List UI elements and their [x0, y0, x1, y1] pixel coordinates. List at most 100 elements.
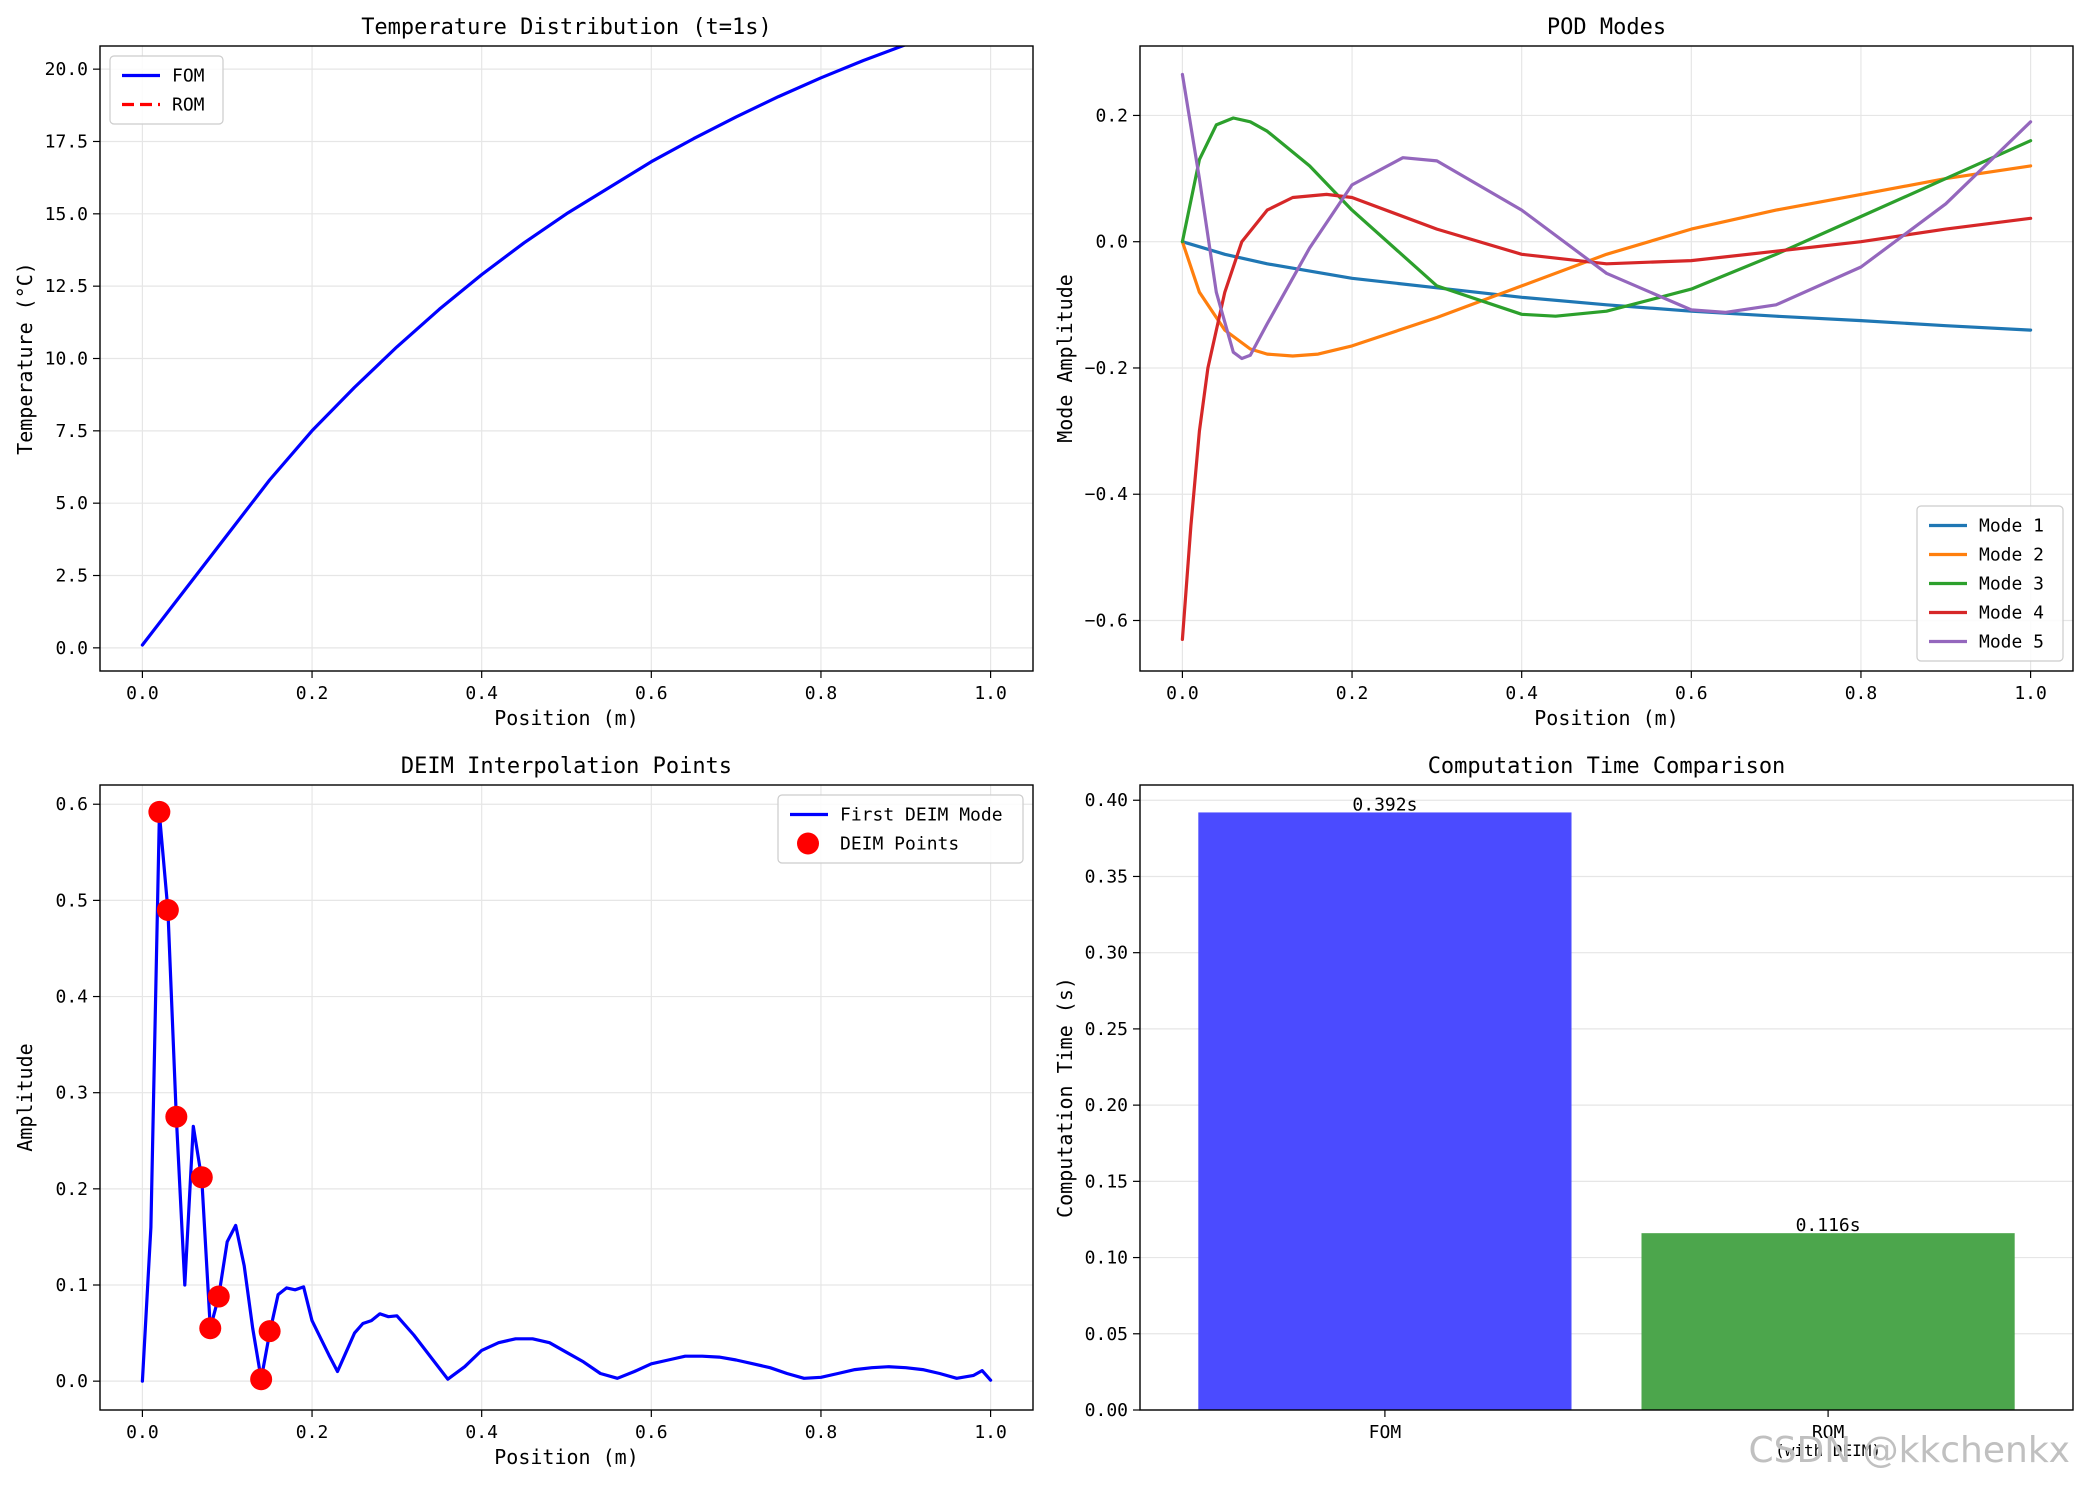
legend-label: Mode 1	[1979, 516, 2044, 537]
legend: First DEIM Mode DEIM Points	[777, 794, 1024, 864]
deim-point	[258, 1320, 281, 1343]
x-tick-label: (with DEIM)	[1775, 1441, 1881, 1460]
y-tick-label: 10.0	[45, 349, 88, 370]
y-tick-label: 0.40	[1085, 790, 1128, 811]
deim-point	[148, 800, 171, 823]
series-line-first-deim-mode	[140, 812, 993, 1383]
x-tick-label: 0.6	[1675, 683, 1708, 704]
chart-title: Temperature Distribution (t=1s)	[361, 15, 772, 40]
legend-label: ROM	[172, 95, 205, 116]
y-tick-label: 0.10	[1085, 1248, 1128, 1269]
y-tick-label: 0.20	[1085, 1095, 1128, 1116]
x-tick-label: 0.4	[1505, 683, 1538, 704]
x-tick-label: ROM	[1812, 1422, 1845, 1443]
deim-point	[207, 1285, 230, 1308]
series-line-mode-5	[1180, 72, 2033, 361]
legend-label: Mode 4	[1979, 603, 2044, 624]
series-line-fom	[140, 46, 907, 647]
plot-frame	[99, 784, 1034, 1411]
y-tick-label: −0.4	[1085, 484, 1128, 505]
y-tick-label: 0.15	[1085, 1171, 1128, 1192]
legend-label: Mode 3	[1979, 574, 2044, 595]
x-tick-label: 0.4	[465, 683, 498, 704]
bar-fom	[1198, 812, 1572, 1410]
x-tick-label: 1.0	[974, 683, 1007, 704]
x-tick-label: 0.0	[126, 683, 159, 704]
y-tick-label: 0.0	[55, 638, 88, 659]
x-tick-label: 0.8	[805, 683, 838, 704]
y-tick-label: −0.6	[1085, 610, 1128, 631]
x-tick-label: 1.0	[974, 1422, 1007, 1443]
y-tick-label: 0.5	[55, 890, 88, 911]
x-tick-label: 0.4	[465, 1422, 498, 1443]
legend: Mode 1 Mode 2 Mode 3 Mode 4 Mode 5	[1916, 505, 2064, 662]
legend-box	[777, 794, 1024, 864]
bar-data-label: 0.116s	[1796, 1215, 1861, 1236]
pod-modes-chart: 0.0 0.2 0.4 0.6 0.8 1.0 −0.6 −0.4 −0.2 0.0 0.2 POD …	[1053, 15, 2074, 730]
x-tick-label: 0.0	[126, 1422, 159, 1443]
x-axis-label: Position (m)	[494, 1445, 639, 1469]
y-axis-label: Temperature (°C)	[13, 262, 37, 455]
x-tick-label: 0.8	[805, 1422, 838, 1443]
series-group	[140, 46, 907, 647]
y-tick-label: 0.0	[1095, 232, 1128, 253]
legend-label: Mode 2	[1979, 545, 2044, 566]
y-tick-label: 0.3	[55, 1083, 88, 1104]
y-tick-label: 15.0	[45, 204, 88, 225]
chart-title: DEIM Interpolation Points	[401, 754, 732, 779]
y-tick-label: 0.35	[1085, 866, 1128, 887]
y-tick-label: 20.0	[45, 59, 88, 80]
x-tick-label: 0.2	[296, 683, 329, 704]
y-tick-label: −0.2	[1085, 358, 1128, 379]
series-line-mode-3	[1180, 116, 2033, 318]
y-axis-label: Amplitude	[13, 1043, 37, 1151]
series-group	[140, 800, 993, 1391]
x-tick-label: FOM	[1369, 1422, 1402, 1443]
deim-point	[156, 899, 179, 921]
y-tick-label: 0.25	[1085, 1019, 1128, 1040]
legend-label: Mode 5	[1979, 632, 2044, 653]
y-axis-label: Mode Amplitude	[1053, 274, 1077, 443]
deim-interpolation-chart: 0.0 0.2 0.4 0.6 0.8 1.0 0.0 0.1 0.2 0.3 0.4 0.5 0.6 D…	[13, 754, 1034, 1469]
x-tick-label: 1.0	[2014, 683, 2047, 704]
bar-data-label: 0.392s	[1352, 794, 1417, 815]
plot-frame	[1139, 45, 2074, 672]
y-tick-label: 0.4	[55, 987, 88, 1008]
series-line-mode-2	[1180, 164, 2033, 358]
legend-label: FOM	[172, 66, 205, 87]
series-line-mode-1	[1180, 240, 2033, 332]
y-tick-label: 0.2	[1095, 105, 1128, 126]
chart-title: POD Modes	[1547, 15, 1666, 40]
chart-title: Computation Time Comparison	[1428, 754, 1786, 779]
x-tick-label: 0.2	[1336, 683, 1369, 704]
watermark: CSDN @kkchenkx	[1748, 1430, 2070, 1471]
y-tick-label: 17.5	[45, 131, 88, 152]
deim-point	[190, 1166, 213, 1189]
series-group	[1180, 72, 2033, 642]
y-tick-label: 2.5	[55, 566, 88, 587]
legend-marker	[797, 832, 819, 855]
plot-frame	[99, 45, 1034, 672]
y-axis-label: Computation Time (s)	[1053, 977, 1077, 1218]
y-tick-label: 12.5	[45, 276, 88, 297]
x-tick-label: 0.2	[296, 1422, 329, 1443]
legend-box	[109, 55, 224, 125]
y-tick-label: 0.6	[55, 794, 88, 815]
computation-time-chart: 0.00 0.05 0.10 0.15 0.20 0.25 0.30 0.35 0.40 Comp…	[1053, 754, 2074, 1460]
series-line-mode-4	[1180, 192, 2033, 642]
legend: FOM ROM	[109, 55, 224, 125]
deim-point	[250, 1368, 273, 1391]
x-tick-label: 0.6	[635, 683, 668, 704]
legend-label: First DEIM Mode	[840, 805, 1003, 826]
deim-point	[165, 1105, 188, 1128]
bar-rom	[1641, 1233, 2015, 1410]
x-tick-label: 0.0	[1166, 683, 1199, 704]
plot-frame	[1139, 784, 2074, 1411]
y-tick-label: 0.05	[1085, 1324, 1128, 1345]
y-tick-label: 7.5	[55, 421, 88, 442]
y-tick-label: 0.00	[1085, 1400, 1128, 1421]
x-axis-label: Position (m)	[1534, 706, 1679, 730]
legend-box	[1916, 505, 2064, 662]
temperature-distribution-chart: 0.0 0.2 0.4 0.6 0.8 1.0 0.0 2.5 5.0 7.5 10.0 12.5 15…	[13, 15, 1034, 730]
